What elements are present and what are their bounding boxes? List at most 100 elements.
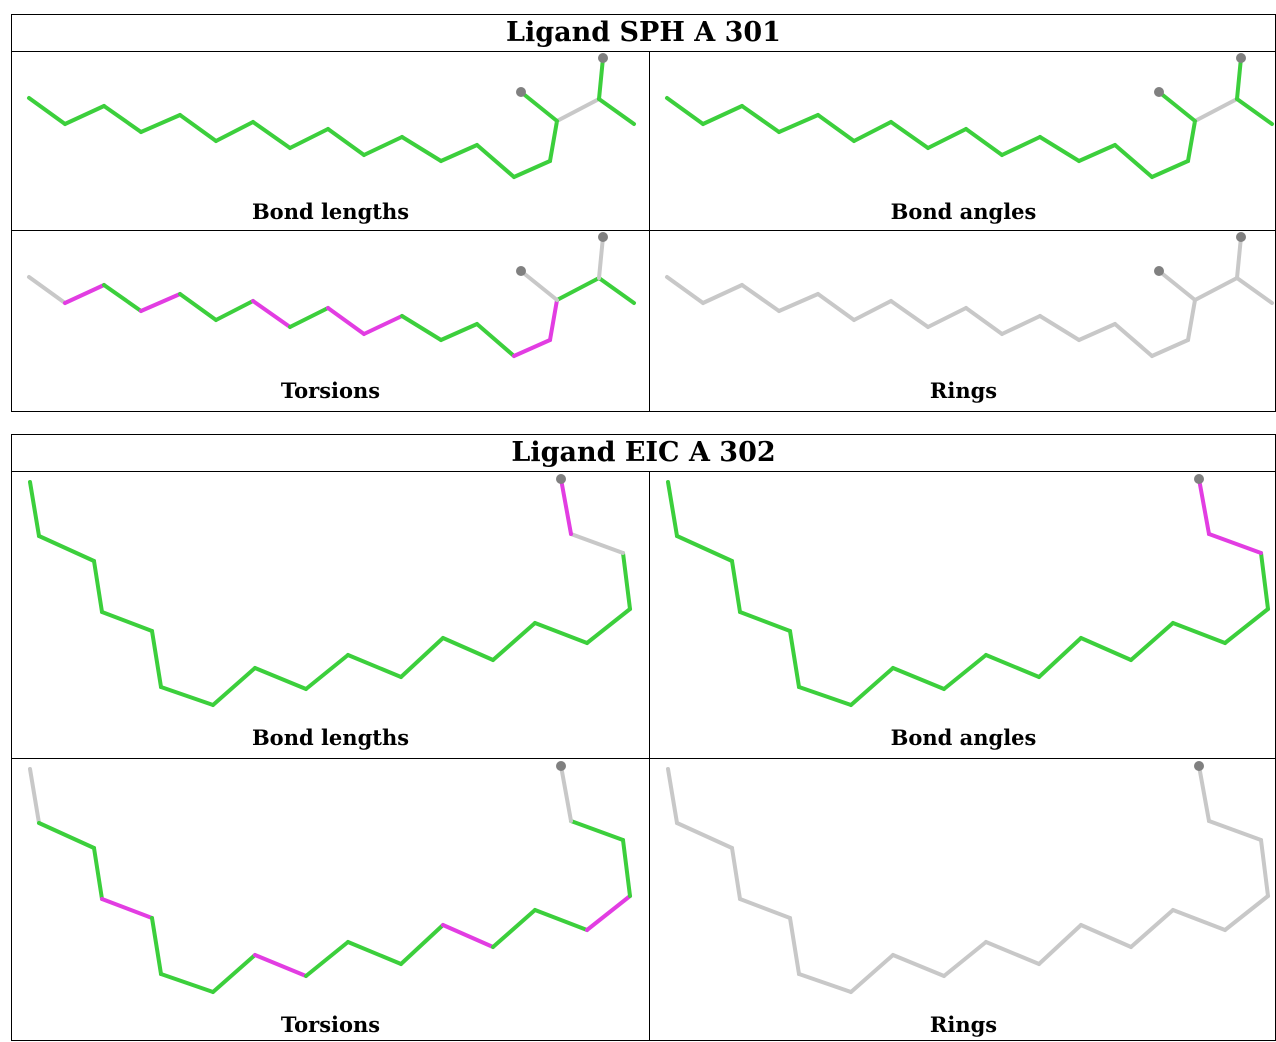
bond xyxy=(889,120,930,150)
bond xyxy=(362,314,404,336)
bond xyxy=(665,275,705,305)
bond xyxy=(1150,338,1190,358)
bond xyxy=(559,477,573,536)
bond xyxy=(1113,143,1154,179)
bond xyxy=(849,953,895,994)
bond xyxy=(28,767,41,825)
bond xyxy=(92,846,104,901)
bond xyxy=(519,90,559,123)
bond xyxy=(326,306,366,336)
bond xyxy=(1186,298,1197,342)
bond xyxy=(852,299,893,322)
bond xyxy=(512,159,552,179)
bond xyxy=(326,127,366,157)
bond xyxy=(1079,923,1133,949)
bond xyxy=(1235,56,1243,101)
bond xyxy=(519,269,559,302)
bond xyxy=(597,235,605,280)
bond xyxy=(816,292,856,322)
bond xyxy=(597,97,636,126)
bond xyxy=(1207,819,1263,842)
bond xyxy=(178,113,218,143)
bond xyxy=(150,629,163,689)
bond xyxy=(491,621,537,662)
panel-caption: Bond angles xyxy=(890,725,1037,750)
bond xyxy=(569,532,625,555)
atom xyxy=(1236,53,1246,63)
bond xyxy=(621,838,632,898)
bond xyxy=(797,685,853,707)
bond xyxy=(675,821,734,850)
bond xyxy=(730,846,742,901)
bond xyxy=(475,143,516,179)
panel-caption: Torsions xyxy=(280,1012,381,1037)
bond xyxy=(102,104,143,134)
bond xyxy=(150,916,163,976)
bond xyxy=(597,276,636,305)
bond xyxy=(585,607,632,645)
bond xyxy=(984,940,1041,966)
bond xyxy=(253,666,308,691)
bond xyxy=(37,534,96,563)
ligand-eic-table: Ligand EIC A 302 Bond lengths Bond angle… xyxy=(11,434,1276,1041)
bond xyxy=(984,653,1041,679)
bond xyxy=(738,610,792,633)
bond xyxy=(139,292,182,313)
bond xyxy=(1235,97,1274,126)
bond xyxy=(214,299,255,322)
bond xyxy=(1223,894,1270,932)
bond xyxy=(730,559,742,614)
bond xyxy=(1193,97,1239,123)
panel-caption: Bond lengths xyxy=(251,199,410,224)
bond xyxy=(304,653,350,691)
molecule-structure xyxy=(666,474,1270,707)
bond xyxy=(555,97,601,123)
molecule-structure xyxy=(28,474,632,707)
panel-bond-lengths: Bond lengths xyxy=(12,472,649,758)
bond xyxy=(555,276,601,302)
row-divider xyxy=(12,230,1275,231)
bond xyxy=(214,120,255,143)
bond xyxy=(1113,322,1154,358)
atom xyxy=(1154,266,1164,276)
bond xyxy=(548,298,559,342)
bond xyxy=(777,292,820,313)
bond xyxy=(1079,636,1133,662)
bond xyxy=(1000,135,1042,157)
bond xyxy=(288,306,330,329)
molecule-structure xyxy=(27,53,636,179)
bond xyxy=(400,314,443,342)
bond xyxy=(1223,607,1270,645)
bond xyxy=(788,629,801,689)
bond xyxy=(211,666,257,707)
bond xyxy=(251,120,292,150)
bond xyxy=(548,119,559,163)
bond xyxy=(1259,551,1270,611)
bond xyxy=(512,338,552,358)
bond xyxy=(288,127,330,150)
bond xyxy=(346,653,403,679)
bond xyxy=(665,96,705,126)
molecule-structure xyxy=(665,232,1274,358)
bond xyxy=(1259,838,1270,898)
panel-caption: Bond lengths xyxy=(251,725,410,750)
bond xyxy=(740,283,781,313)
bond xyxy=(666,767,679,825)
bond xyxy=(597,56,605,101)
bond xyxy=(666,480,679,538)
column-divider xyxy=(649,52,650,411)
bond xyxy=(816,113,856,143)
bond xyxy=(942,940,988,978)
panel-caption: Bond angles xyxy=(890,199,1037,224)
bond xyxy=(852,120,893,143)
bond xyxy=(1000,314,1042,336)
panel-torsions: Torsions xyxy=(12,231,649,412)
bond xyxy=(346,940,403,966)
bond xyxy=(1235,235,1243,280)
bond xyxy=(27,275,67,305)
bond xyxy=(621,551,632,611)
bond xyxy=(139,113,182,134)
bond xyxy=(439,143,479,163)
bond xyxy=(28,480,41,538)
atom xyxy=(556,474,566,484)
